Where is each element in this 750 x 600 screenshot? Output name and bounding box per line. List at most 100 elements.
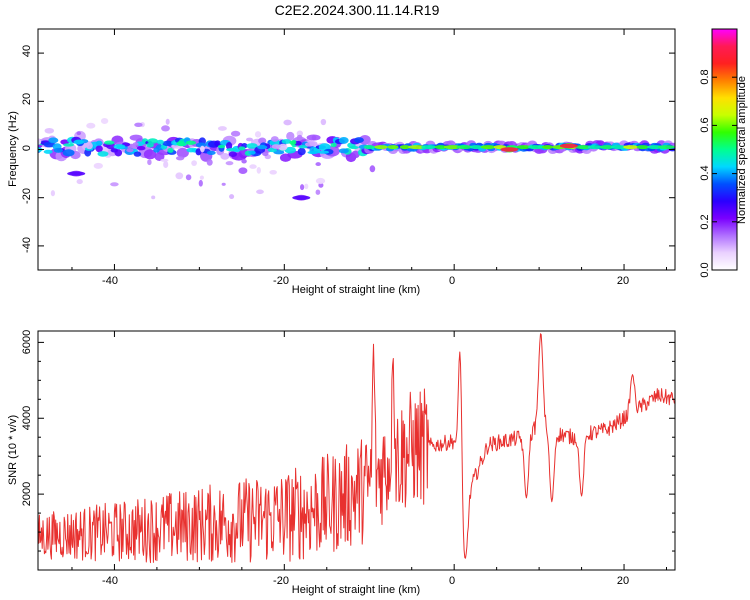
heatmap-cell <box>338 136 349 144</box>
heatmap-cell <box>309 141 318 147</box>
heatmap-cell <box>304 183 309 190</box>
heatmap-cell <box>387 145 399 150</box>
heatmap-cell <box>195 148 202 156</box>
heatmap-cell <box>206 159 213 166</box>
heatmap-cell <box>315 162 321 167</box>
heatmap-cell <box>600 145 615 150</box>
colorbar-tick-label-2: 0.4 <box>699 165 711 180</box>
heatmap-cell <box>161 125 170 132</box>
heatmap-cell <box>527 145 544 150</box>
heatmap-cell <box>76 179 83 185</box>
heatmap-cell <box>369 165 376 173</box>
heatmap-cell <box>67 171 86 176</box>
snr-series-line <box>38 333 675 564</box>
heatmap-cell <box>132 142 139 146</box>
heatmap-cell <box>278 143 288 151</box>
heatmap-cell <box>575 145 592 150</box>
heatmap-cell <box>254 131 262 138</box>
heatmap-cell <box>185 174 192 181</box>
colorbar-tick-label-3: 0.6 <box>699 117 711 132</box>
top-y-tick-label-1: -20 <box>21 188 33 204</box>
top-y-tick-label-3: 20 <box>21 93 33 105</box>
heatmap-cell <box>93 162 103 169</box>
heatmap-cell <box>100 118 109 124</box>
heatmap-cell <box>48 137 59 144</box>
colorbar-tick-label-1: 0.2 <box>699 214 711 229</box>
heatmap-cell <box>262 151 269 156</box>
heatmap-cell <box>238 146 246 151</box>
heatmap-cell <box>307 150 319 155</box>
heatmap-cell <box>399 145 410 150</box>
colorbar-tick-label-0: 0.0 <box>699 262 711 277</box>
spectrogram-panel: -40 -20 0 20 Height of straight line (km… <box>7 28 676 296</box>
heatmap-cell <box>63 143 75 147</box>
heatmap-cell <box>351 150 360 159</box>
heatmap-cell <box>249 164 257 169</box>
heatmap-cell <box>480 145 496 150</box>
heatmap-cell <box>296 130 303 137</box>
heatmap-cell <box>185 140 197 145</box>
heatmap-cell <box>43 149 53 154</box>
heatmap-cell <box>284 146 297 154</box>
heatmap-cell <box>163 161 169 168</box>
bottom-x-tick-label-3: 20 <box>617 575 629 587</box>
heatmap-cell <box>86 122 96 129</box>
heatmap-cell <box>110 182 119 187</box>
heatmap-cell <box>175 156 185 161</box>
heatmap-cell <box>317 150 330 154</box>
heatmap-cell <box>162 140 174 147</box>
heatmap-cell <box>338 148 349 154</box>
top-x-tick-label-0: -40 <box>102 275 118 287</box>
heatmap-cell <box>76 131 82 136</box>
heatmap-cell <box>50 190 56 197</box>
heatmap-cell <box>62 149 75 157</box>
bottom-y-tick-label-0: 2000 <box>21 482 33 506</box>
heatmap-cell <box>126 147 134 153</box>
heatmap-cell <box>292 195 311 200</box>
bottom-y-tick-label-2: 6000 <box>21 330 33 354</box>
heatmap-cell <box>300 184 305 191</box>
heatmap-cell <box>330 142 337 148</box>
heatmap-cell <box>176 141 185 147</box>
heatmap-cell <box>225 142 233 150</box>
heatmap-cell <box>165 118 170 125</box>
heatmap-cell <box>156 139 164 145</box>
top-x-tick-label-3: 20 <box>617 275 629 287</box>
heatmap-cell <box>143 149 157 160</box>
top-y-tick-label-0: -40 <box>21 237 33 253</box>
heatmap-cell <box>199 175 204 180</box>
heatmap-cell <box>421 145 437 150</box>
heatmap-cell <box>191 160 197 166</box>
heatmap-cell <box>95 140 103 146</box>
heatmap-cell <box>195 142 207 148</box>
heatmap-cell <box>73 139 85 145</box>
heatmap-cell <box>647 145 663 150</box>
heatmap-cell <box>230 130 241 137</box>
heatmap-cell <box>175 172 184 180</box>
snr-frame <box>37 330 676 571</box>
heatmap-cell <box>257 144 268 150</box>
top-x-tick-label-1: -20 <box>273 275 289 287</box>
spectrogram-heatmap <box>38 118 675 201</box>
heatmap-cell <box>199 145 205 153</box>
heatmap-cell <box>587 145 603 150</box>
snr-panel: -40 -20 0 20 Height of straight line (km… <box>7 330 676 596</box>
heatmap-cell <box>542 145 554 150</box>
heatmap-cell <box>320 118 327 126</box>
heatmap-cell <box>271 144 281 149</box>
heatmap-cell <box>500 147 519 152</box>
heatmap-cell <box>269 169 277 175</box>
heatmap-cell <box>470 145 483 150</box>
heatmap-cell <box>636 145 649 150</box>
heatmap-cell <box>38 138 42 145</box>
heatmap-cell <box>225 161 234 166</box>
heatmap-cell <box>104 140 115 145</box>
heatmap-cell <box>349 145 359 150</box>
heatmap-cell <box>286 131 295 141</box>
chart-title: C2E2.2024.300.11.14.R19 <box>275 2 440 18</box>
heatmap-cell <box>359 134 371 145</box>
heatmap-cell <box>133 151 142 157</box>
top-y-axis-title: Frequency (Hz) <box>7 111 19 187</box>
heatmap-cell <box>408 145 426 150</box>
heatmap-cell <box>354 137 364 144</box>
